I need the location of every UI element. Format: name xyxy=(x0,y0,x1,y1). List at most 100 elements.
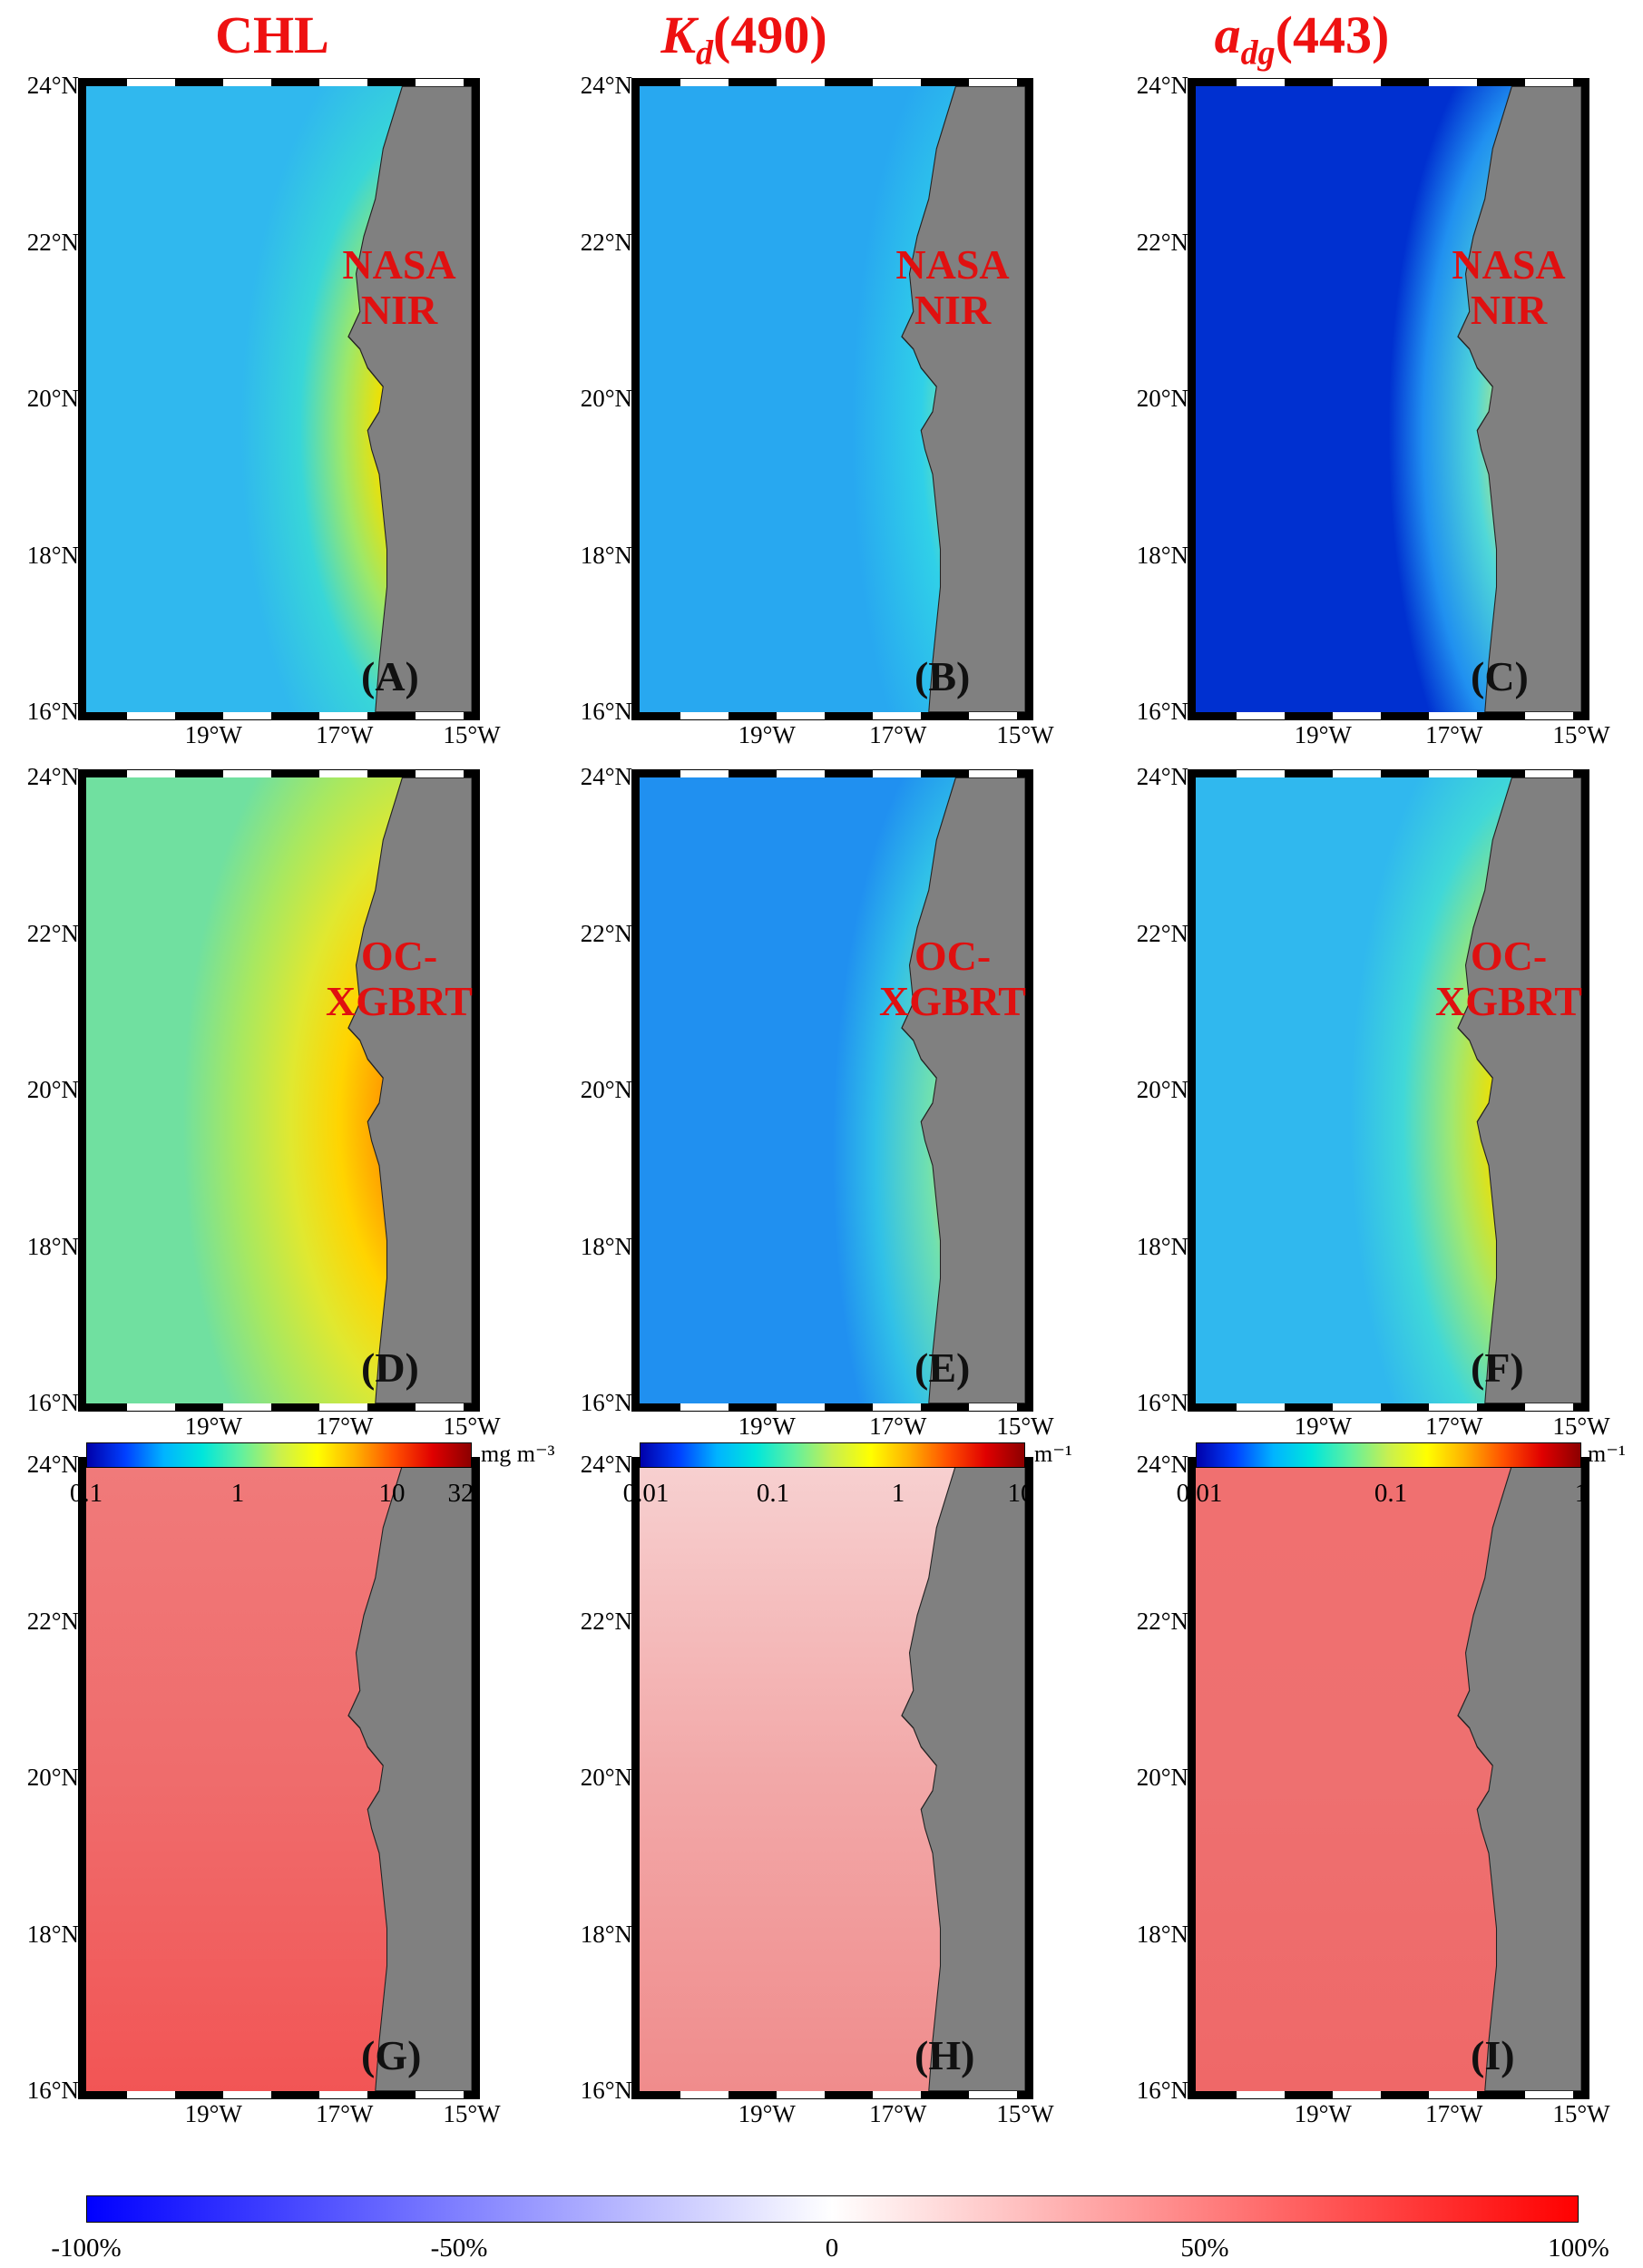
lat-tick-label: 20°N xyxy=(26,385,79,412)
method-label: OC- XGBRT xyxy=(1435,933,1582,1024)
panel-tag: (E) xyxy=(914,1344,971,1391)
map-panel-c xyxy=(1188,78,1589,720)
map-panel-f xyxy=(1188,769,1589,1412)
lat-tick-label: 18°N xyxy=(580,541,632,569)
lon-tick-label: 19°W xyxy=(738,721,796,748)
colorbar-difference-tick: 100% xyxy=(1548,2234,1609,2263)
method-label: OC- XGBRT xyxy=(879,933,1026,1024)
lat-tick-label: 20°N xyxy=(1136,1076,1188,1103)
map-panel-i xyxy=(1188,1457,1589,2099)
colorbar-chl-tick: 32 xyxy=(447,1479,474,1508)
lat-tick-label: 16°N xyxy=(580,2077,632,2104)
colorbar-chl-unit: mg m⁻³ xyxy=(481,1441,555,1467)
lat-tick-label: 24°N xyxy=(26,763,79,790)
panel-tag: (H) xyxy=(914,2032,975,2078)
lon-tick-label: 19°W xyxy=(184,1413,242,1440)
panel-tag: (F) xyxy=(1471,1344,1524,1391)
lat-tick-label: 24°N xyxy=(26,72,79,99)
lon-tick-label: 15°W xyxy=(443,1413,501,1440)
lat-tick-label: 16°N xyxy=(580,1389,632,1416)
lat-tick-label: 24°N xyxy=(580,763,632,790)
map-panel-e xyxy=(631,769,1033,1412)
lon-tick-label: 19°W xyxy=(738,2100,796,2127)
method-label: NASA NIR xyxy=(342,241,456,333)
colorbar-difference-tick: 50% xyxy=(1180,2234,1229,2263)
colorbar-kd490-tick: 10 xyxy=(1007,1479,1034,1508)
lat-tick-label: 22°N xyxy=(1136,1607,1188,1635)
lat-tick-label: 22°N xyxy=(1136,919,1188,947)
map-frame xyxy=(1188,769,1589,1412)
lon-tick-label: 15°W xyxy=(996,2100,1054,2127)
colorbar-difference xyxy=(86,2195,1579,2223)
panel-tag: (G) xyxy=(361,2032,422,2078)
lat-tick-label: 16°N xyxy=(580,698,632,725)
lat-tick-label: 18°N xyxy=(580,1232,632,1260)
map-frame xyxy=(631,78,1033,720)
lon-tick-label: 15°W xyxy=(443,2100,501,2127)
colorbar-adg443-tick: 1 xyxy=(1574,1479,1589,1508)
lon-tick-label: 15°W xyxy=(996,721,1054,748)
lon-tick-label: 19°W xyxy=(1294,1413,1352,1440)
lat-tick-label: 22°N xyxy=(26,228,79,256)
lon-tick-label: 17°W xyxy=(869,721,927,748)
colorbar-adg443-tick: 0.1 xyxy=(1374,1479,1408,1508)
colorbar-chl-tick: 10 xyxy=(378,1479,406,1508)
lat-tick-label: 24°N xyxy=(580,72,632,99)
lon-tick-label: 17°W xyxy=(1425,2100,1483,2127)
lat-tick-label: 22°N xyxy=(26,919,79,947)
lon-tick-label: 15°W xyxy=(1552,2100,1610,2127)
map-frame xyxy=(1188,78,1589,720)
map-panel-a xyxy=(78,78,480,720)
lon-tick-label: 19°W xyxy=(1294,2100,1352,2127)
panel-tag: (I) xyxy=(1471,2032,1515,2078)
lat-tick-label: 22°N xyxy=(580,919,632,947)
colorbar-difference-tick: -100% xyxy=(51,2234,122,2263)
lat-tick-label: 18°N xyxy=(26,1232,79,1260)
lat-tick-label: 24°N xyxy=(26,1451,79,1478)
lat-tick-label: 22°N xyxy=(580,1607,632,1635)
lat-tick-label: 16°N xyxy=(1136,698,1188,725)
map-panel-d xyxy=(78,769,480,1412)
colorbar-difference-tick: 0 xyxy=(825,2234,839,2263)
map-frame xyxy=(78,1457,480,2099)
lat-tick-label: 18°N xyxy=(1136,541,1188,569)
lat-tick-label: 16°N xyxy=(26,1389,79,1416)
lat-tick-label: 22°N xyxy=(1136,228,1188,256)
lon-tick-label: 15°W xyxy=(443,721,501,748)
colorbar-kd490-tick: 1 xyxy=(891,1479,905,1508)
lat-tick-label: 16°N xyxy=(26,698,79,725)
map-panel-h xyxy=(631,1457,1033,2099)
lat-tick-label: 18°N xyxy=(26,1920,79,1948)
panel-tag: (C) xyxy=(1471,653,1529,699)
lon-tick-label: 17°W xyxy=(869,1413,927,1440)
lon-tick-label: 15°W xyxy=(996,1413,1054,1440)
method-label: OC- XGBRT xyxy=(326,933,473,1024)
panel-tag: (D) xyxy=(361,1344,419,1391)
lat-tick-label: 20°N xyxy=(580,1764,632,1791)
colorbar-chl-tick: 1 xyxy=(230,1479,245,1508)
lon-tick-label: 19°W xyxy=(1294,721,1352,748)
column-title-kd490: Kd(490) xyxy=(660,5,827,73)
map-frame xyxy=(631,1457,1033,2099)
map-frame xyxy=(78,769,480,1412)
map-frame xyxy=(1188,1457,1589,2099)
lon-tick-label: 17°W xyxy=(869,2100,927,2127)
lat-tick-label: 18°N xyxy=(26,541,79,569)
lon-tick-label: 15°W xyxy=(1552,1413,1610,1440)
lat-tick-label: 24°N xyxy=(1136,72,1188,99)
column-title-adg443: adg(443) xyxy=(1214,5,1390,73)
lon-tick-label: 17°W xyxy=(1425,721,1483,748)
lat-tick-label: 20°N xyxy=(580,385,632,412)
map-frame xyxy=(631,769,1033,1412)
method-label: NASA NIR xyxy=(1452,241,1566,333)
panel-tag: (B) xyxy=(914,653,971,699)
lon-tick-label: 19°W xyxy=(184,721,242,748)
lon-tick-label: 17°W xyxy=(316,2100,374,2127)
lon-tick-label: 17°W xyxy=(1425,1413,1483,1440)
lat-tick-label: 24°N xyxy=(1136,1451,1188,1478)
lat-tick-label: 20°N xyxy=(580,1076,632,1103)
lon-tick-label: 19°W xyxy=(184,2100,242,2127)
lat-tick-label: 22°N xyxy=(580,228,632,256)
lat-tick-label: 20°N xyxy=(26,1764,79,1791)
panel-tag: (A) xyxy=(361,653,419,699)
